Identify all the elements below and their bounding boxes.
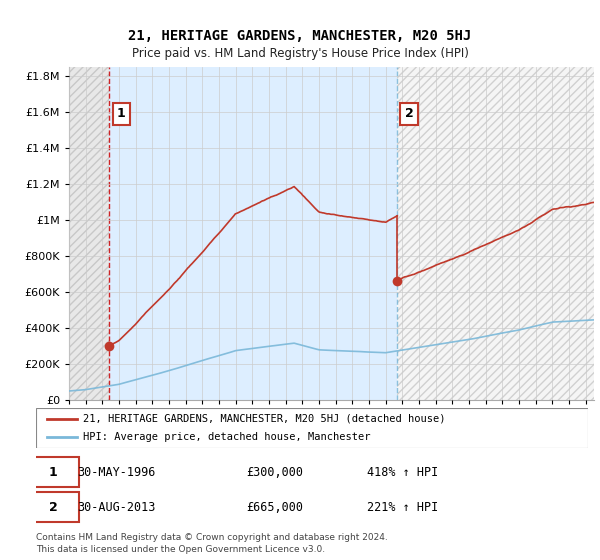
Text: £300,000: £300,000 (246, 466, 303, 479)
Bar (397, 67, 594, 400)
Text: 21, HERITAGE GARDENS, MANCHESTER, M20 5HJ: 21, HERITAGE GARDENS, MANCHESTER, M20 5H… (128, 29, 472, 44)
Text: 21, HERITAGE GARDENS, MANCHESTER, M20 5HJ (detached house): 21, HERITAGE GARDENS, MANCHESTER, M20 5H… (83, 414, 445, 423)
Text: 1: 1 (49, 466, 58, 479)
Text: 221% ↑ HPI: 221% ↑ HPI (367, 501, 439, 514)
Bar (69, 67, 109, 400)
Text: 1: 1 (117, 108, 126, 120)
Bar (69, 67, 109, 400)
FancyBboxPatch shape (28, 458, 79, 487)
Text: 2: 2 (49, 501, 58, 514)
Text: 30-AUG-2013: 30-AUG-2013 (77, 501, 156, 514)
Text: £665,000: £665,000 (246, 501, 303, 514)
Text: HPI: Average price, detached house, Manchester: HPI: Average price, detached house, Manc… (83, 432, 370, 442)
Text: 30-MAY-1996: 30-MAY-1996 (77, 466, 156, 479)
Text: 418% ↑ HPI: 418% ↑ HPI (367, 466, 439, 479)
FancyBboxPatch shape (36, 408, 588, 448)
Text: 2: 2 (404, 108, 413, 120)
Text: This data is licensed under the Open Government Licence v3.0.: This data is licensed under the Open Gov… (36, 545, 325, 554)
Bar (109, 67, 397, 400)
Bar (397, 67, 594, 400)
Text: Price paid vs. HM Land Registry's House Price Index (HPI): Price paid vs. HM Land Registry's House … (131, 46, 469, 60)
FancyBboxPatch shape (28, 492, 79, 522)
Text: Contains HM Land Registry data © Crown copyright and database right 2024.: Contains HM Land Registry data © Crown c… (36, 533, 388, 542)
